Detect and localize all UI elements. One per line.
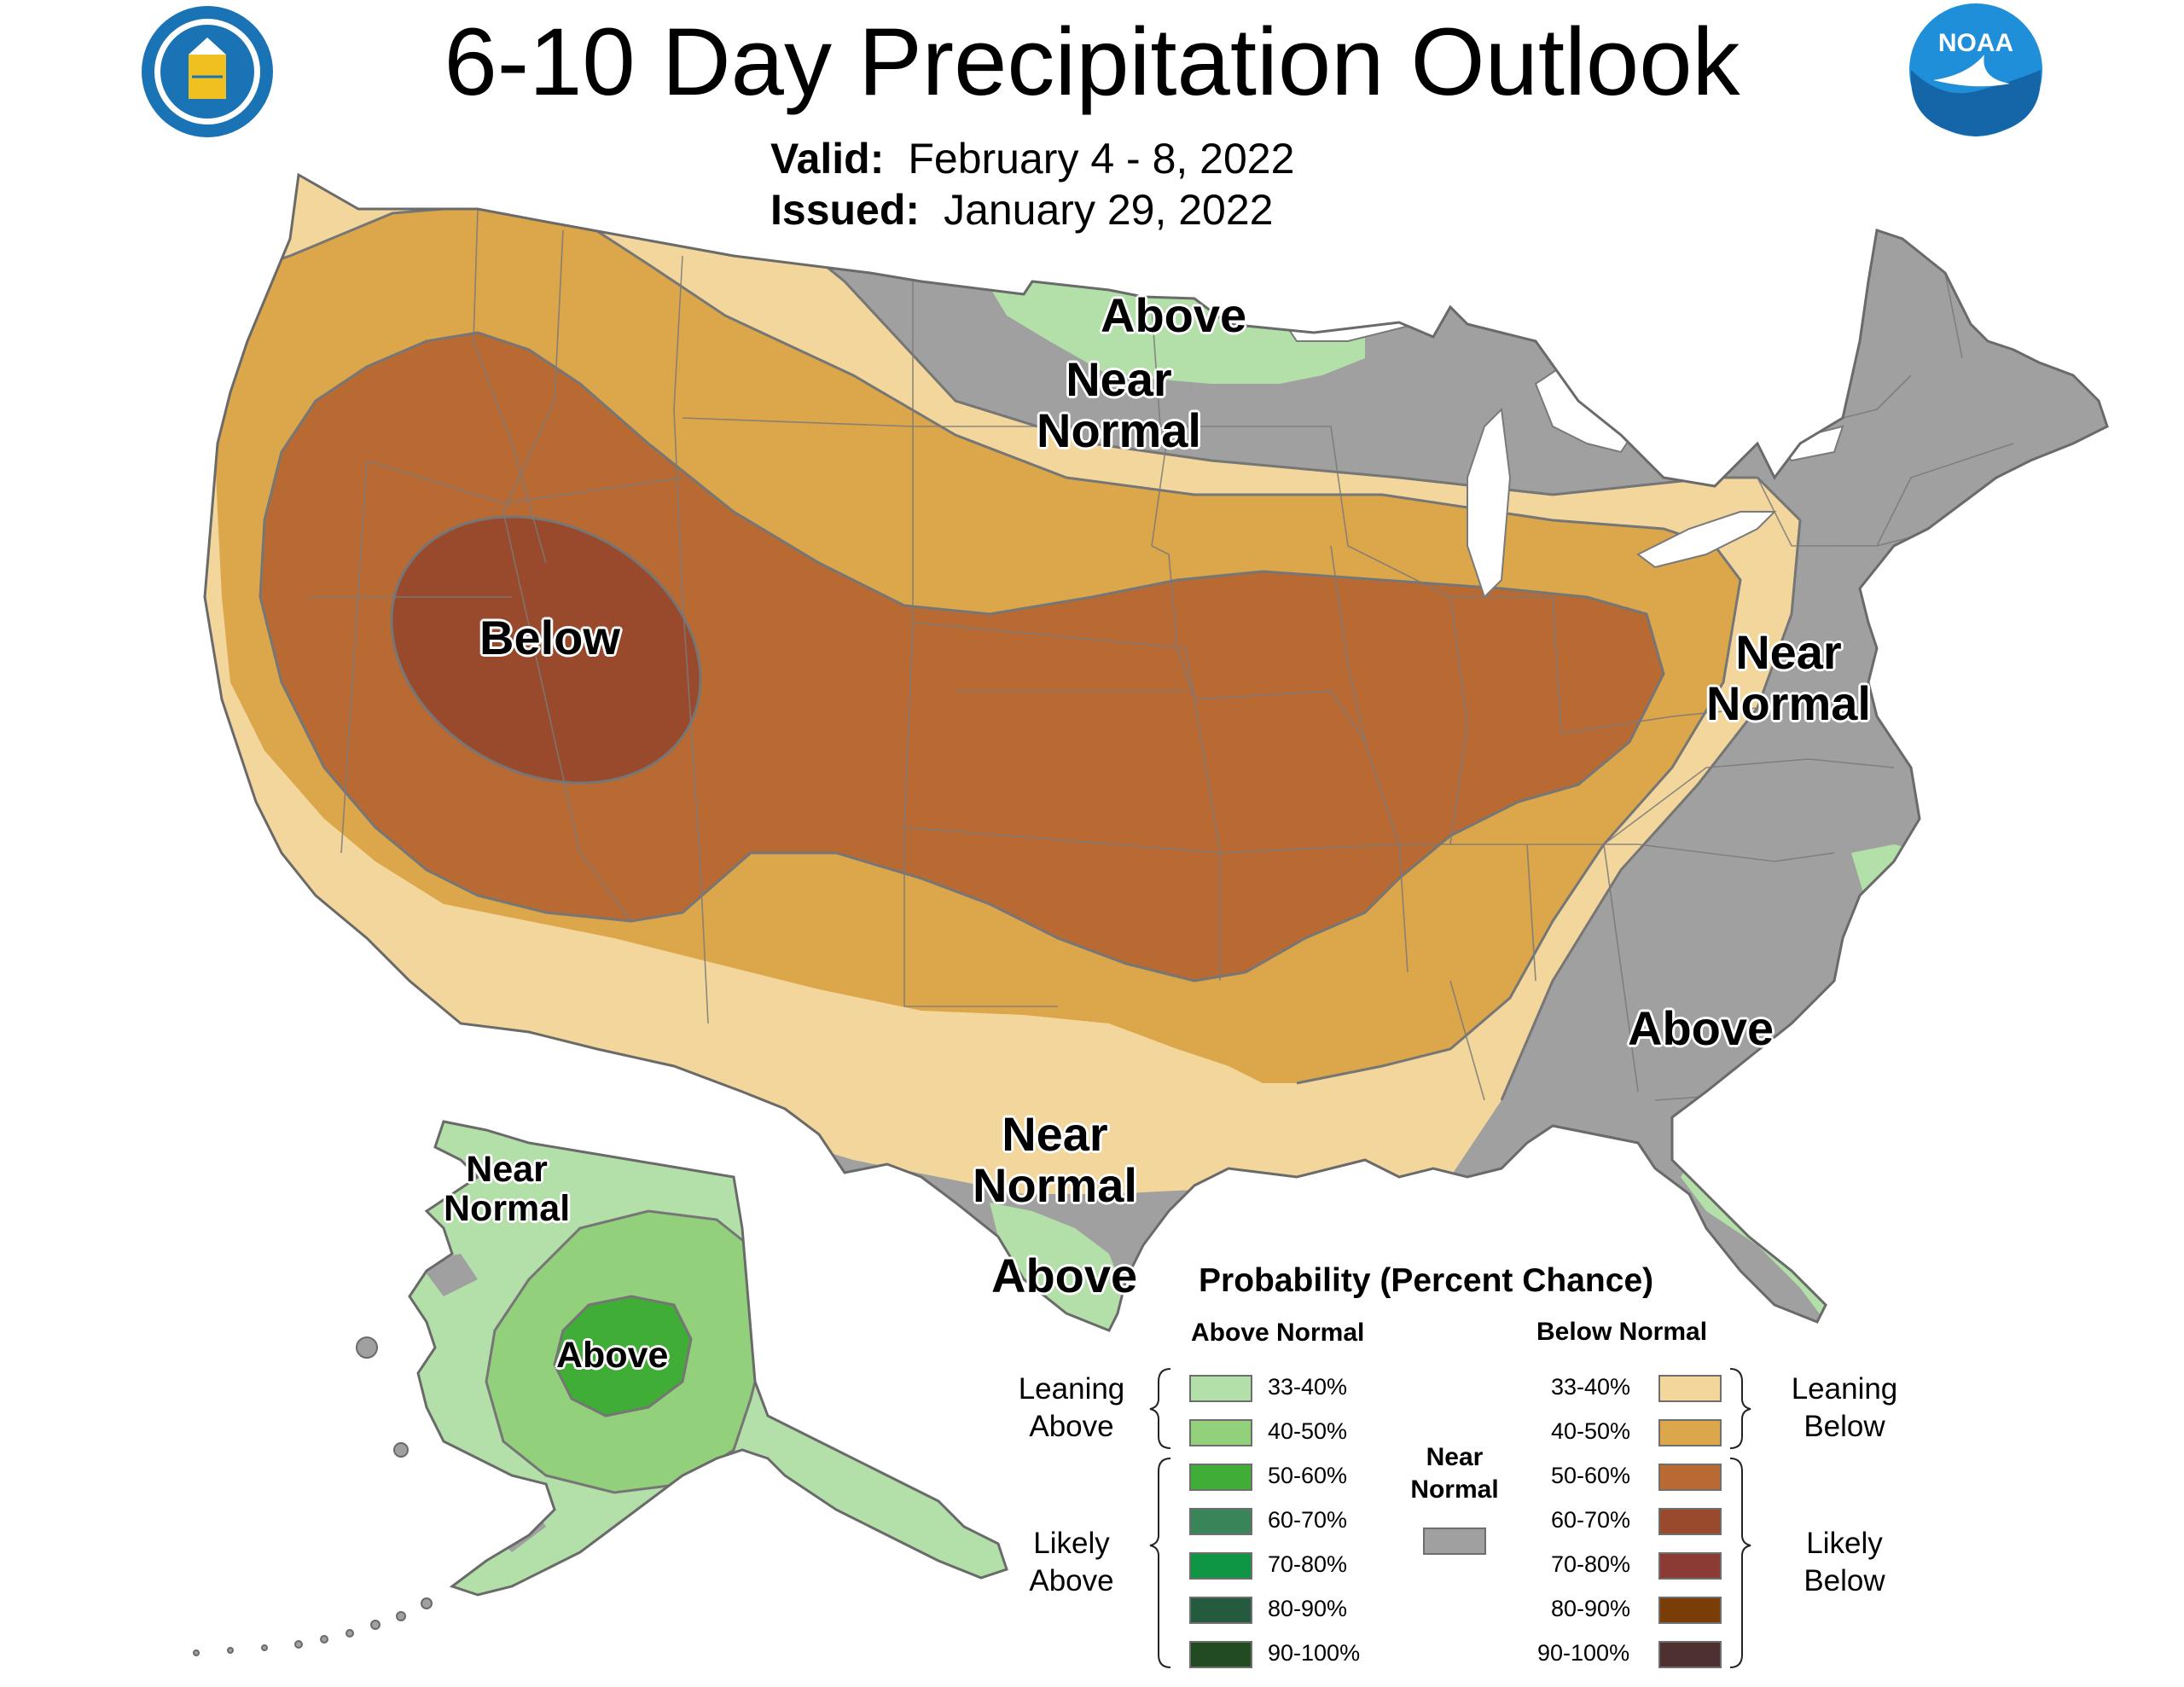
legend-below-swatch [1658,1641,1722,1668]
legend-above-range: 33-40% [1268,1374,1348,1400]
valid-dates: Valid: February 4 - 8, 2022 [770,133,1294,184]
label-below-west: Below [479,611,620,664]
legend-likely-above-line2: Above [1029,1564,1114,1597]
alaska-outline [408,1120,1008,1597]
legend-below-swatch [1658,1597,1722,1624]
legend-near-normal-header: Near Normal [1399,1441,1510,1506]
legend-leaning-below-line2: Below [1804,1410,1885,1443]
legend-near-header-line1: Near [1426,1443,1484,1471]
legend-above-swatch [1189,1641,1252,1668]
legend-below-swatch [1658,1464,1722,1491]
legend-above-swatch [1189,1552,1252,1580]
legend-below-range: 70-80% [1551,1551,1631,1577]
legend-below-range: 90-100% [1537,1640,1630,1666]
legend-above-range: 50-60% [1268,1463,1348,1488]
legend-above-swatch [1189,1375,1252,1402]
label-near-normal-east-line2: Normal [1706,676,1871,731]
legend-above-range: 40-50% [1268,1418,1348,1444]
noaa-logo: NOAA [1908,2,2044,138]
legend-likely-below-line1: Likely [1806,1527,1883,1560]
legend-likely-below-line2: Below [1804,1564,1885,1597]
label-alaska-near-line2: Normal [444,1188,571,1230]
legend-below-swatch [1658,1552,1722,1580]
department-of-commerce-seal [139,3,276,140]
label-near-normal-north-line2: Normal [1037,403,1201,458]
valid-label: Valid: [770,135,885,183]
legend-above-range: 60-70% [1268,1507,1348,1533]
label-alaska-near-line1: Near [466,1149,548,1190]
legend-leaning-above-line2: Above [1029,1410,1114,1443]
legend-below-range: 40-50% [1551,1418,1631,1444]
label-near-normal-texas-line1: Near [1002,1107,1108,1161]
label-alaska-near-normal: Near Normal [444,1150,570,1229]
legend-below-swatch [1658,1419,1722,1446]
label-above-texas: Above [991,1249,1138,1302]
legend-leaning-below: Leaning Below [1786,1371,1902,1446]
issued-date: Issued: January 29, 2022 [770,184,1273,235]
legend-leaning-above-line1: Leaning [1018,1372,1125,1406]
legend-below-range: 33-40% [1551,1374,1631,1400]
legend-below-swatch [1658,1375,1722,1402]
legend-above-header: Above Normal [1191,1319,1365,1347]
label-near-normal-north-line1: Near [1066,352,1172,406]
valid-value: February 4 - 8, 2022 [908,135,1295,183]
label-near-normal-texas: Near Normal [973,1107,1137,1213]
issued-label: Issued: [770,186,921,234]
label-near-normal-texas-line2: Normal [973,1158,1137,1213]
legend-above-range: 80-90% [1268,1596,1348,1621]
legend-above-swatch [1189,1464,1252,1491]
legend-braces [1149,1368,1751,1668]
label-near-normal-east: Near Normal [1706,625,1871,731]
aleutian-islands [193,1336,433,1656]
legend-title: Probability (Percent Chance) [1199,1262,1654,1299]
legend-likely-below: Likely Below [1786,1525,1902,1600]
page-title: 6-10 Day Precipitation Outlook [444,9,1740,115]
legend-above-swatch [1189,1508,1252,1535]
legend-likely-above: Likely Above [1014,1525,1130,1600]
legend-likely-above-line1: Likely [1033,1527,1110,1560]
conus-outline [203,172,2109,1332]
legend-above-swatch [1189,1597,1252,1624]
legend-below-range: 60-70% [1551,1507,1631,1533]
legend-near-header-line2: Normal [1410,1475,1499,1504]
legend-below-swatch [1658,1508,1722,1535]
legend-above-range: 90-100% [1268,1640,1361,1666]
legend-leaning-above: Leaning Above [1014,1371,1130,1446]
label-near-normal-north: Near Normal [1037,352,1201,458]
legend-below-header: Below Normal [1536,1318,1708,1346]
legend-above-swatch [1189,1419,1252,1446]
legend-leaning-below-line1: Leaning [1791,1372,1898,1406]
issued-value: January 29, 2022 [944,186,1274,234]
label-alaska-above: Above [556,1335,669,1376]
label-near-normal-east-line1: Near [1735,625,1842,679]
legend-below-range: 80-90% [1551,1596,1631,1621]
legend-near-normal-swatch [1423,1528,1486,1555]
label-above-north: Above [1101,288,1247,342]
svg-text:NOAA: NOAA [1938,29,2013,57]
label-above-southeast: Above [1628,1001,1774,1055]
legend-below-range: 50-60% [1551,1463,1631,1488]
legend-above-range: 70-80% [1268,1551,1348,1577]
